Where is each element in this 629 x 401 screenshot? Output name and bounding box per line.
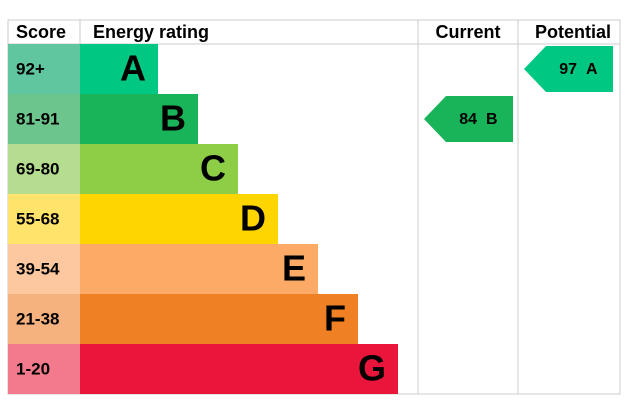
header-potential: Potential (535, 22, 611, 42)
current-arrow (424, 96, 513, 142)
band-score: 55-68 (16, 209, 59, 228)
header-current: Current (435, 22, 500, 42)
band-letter: D (240, 198, 266, 239)
score-cell (8, 244, 80, 294)
band-letter: C (200, 148, 226, 189)
score-cell (8, 144, 80, 194)
band-bar (80, 44, 158, 94)
band-score: 21-38 (16, 309, 59, 328)
band-letter: F (324, 298, 346, 339)
band-letter: E (282, 248, 306, 289)
band-letter: A (120, 48, 146, 89)
header-rating: Energy rating (93, 22, 209, 42)
score-cell (8, 94, 80, 144)
band-score: 81-91 (16, 109, 59, 128)
band-letter: G (358, 348, 386, 389)
current-band: B (486, 111, 498, 128)
header-score: Score (16, 22, 66, 42)
score-cell (8, 194, 80, 244)
band-score: 92+ (16, 59, 45, 78)
band-bar (80, 94, 198, 144)
band-score: 69-80 (16, 159, 59, 178)
score-cell (8, 344, 80, 394)
score-cell (8, 44, 80, 94)
current-value: 84 (459, 111, 477, 128)
potential-arrow (524, 46, 613, 92)
potential-band: A (586, 61, 598, 78)
band-bar (80, 244, 318, 294)
band-score: 1-20 (16, 359, 50, 378)
band-bar (80, 344, 398, 394)
score-cell (8, 294, 80, 344)
band-bar (80, 144, 238, 194)
potential-value: 97 (559, 61, 577, 78)
band-bar (80, 194, 278, 244)
band-letter: B (160, 98, 186, 139)
band-score: 39-54 (16, 259, 60, 278)
band-bar (80, 294, 358, 344)
